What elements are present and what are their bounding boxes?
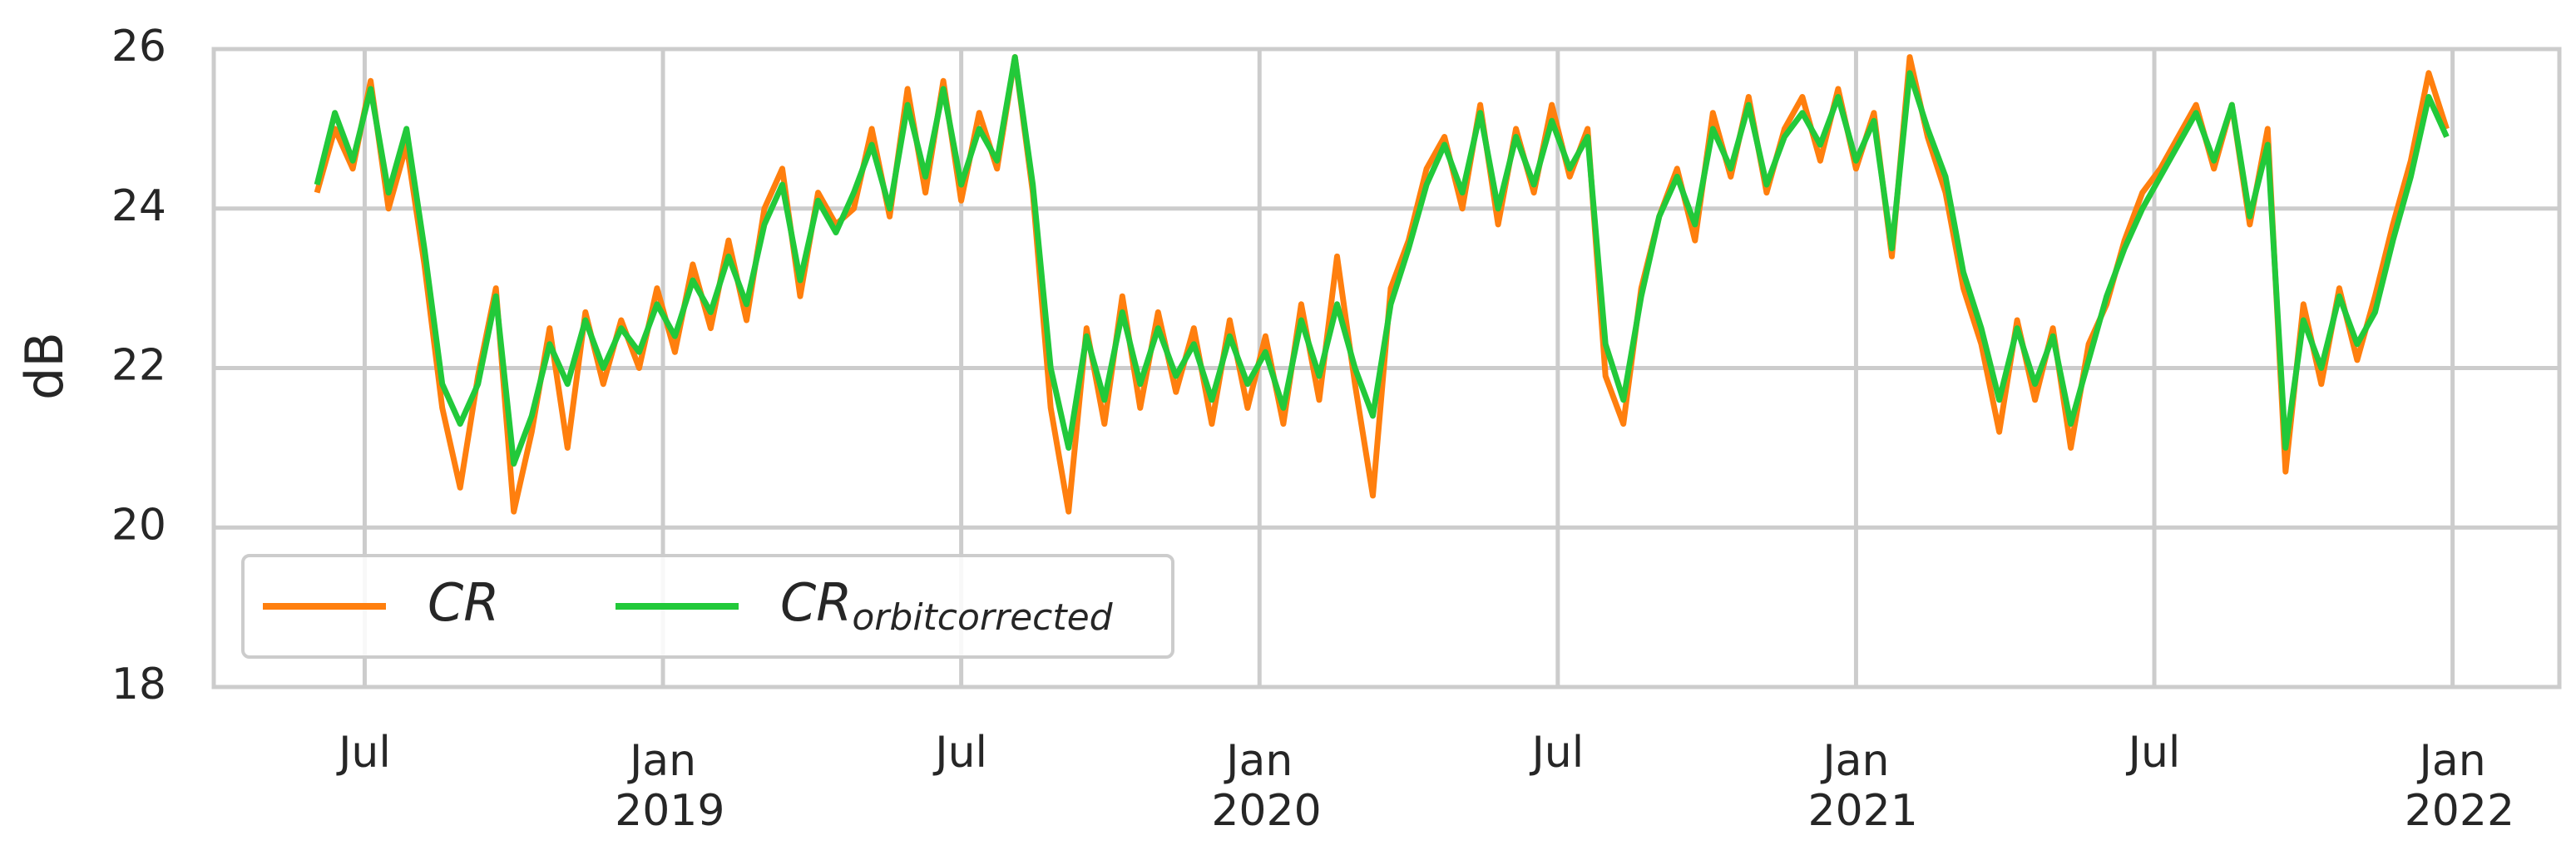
legend-label: CRorbitcorrected	[780, 572, 1114, 639]
legend-label: CR	[428, 572, 499, 633]
x-tick-label: Jan 2019	[601, 736, 725, 836]
y-tick-label: 22	[111, 341, 166, 391]
x-tick-label: Jan 2022	[2391, 736, 2514, 836]
series-line	[314, 54, 2450, 467]
x-tick-label: Jul	[1529, 728, 1584, 778]
x-tick-label: Jan 2020	[1198, 736, 1322, 836]
y-tick-label: 20	[111, 500, 166, 550]
x-tick-label: Jan 2021	[1794, 736, 1918, 836]
series-line	[314, 54, 2450, 515]
plot-frame	[211, 47, 2562, 689]
y-tick-label: 26	[111, 22, 166, 72]
x-tick-label: Jul	[932, 728, 987, 778]
y-tick-label: 24	[111, 181, 166, 231]
y-axis-label: dB	[14, 332, 75, 400]
legend: CR CRorbitcorrected	[241, 554, 1174, 659]
y-tick-label: 18	[111, 660, 166, 709]
x-tick-label: Jul	[336, 728, 391, 778]
x-tick-label: Jul	[2126, 728, 2181, 778]
